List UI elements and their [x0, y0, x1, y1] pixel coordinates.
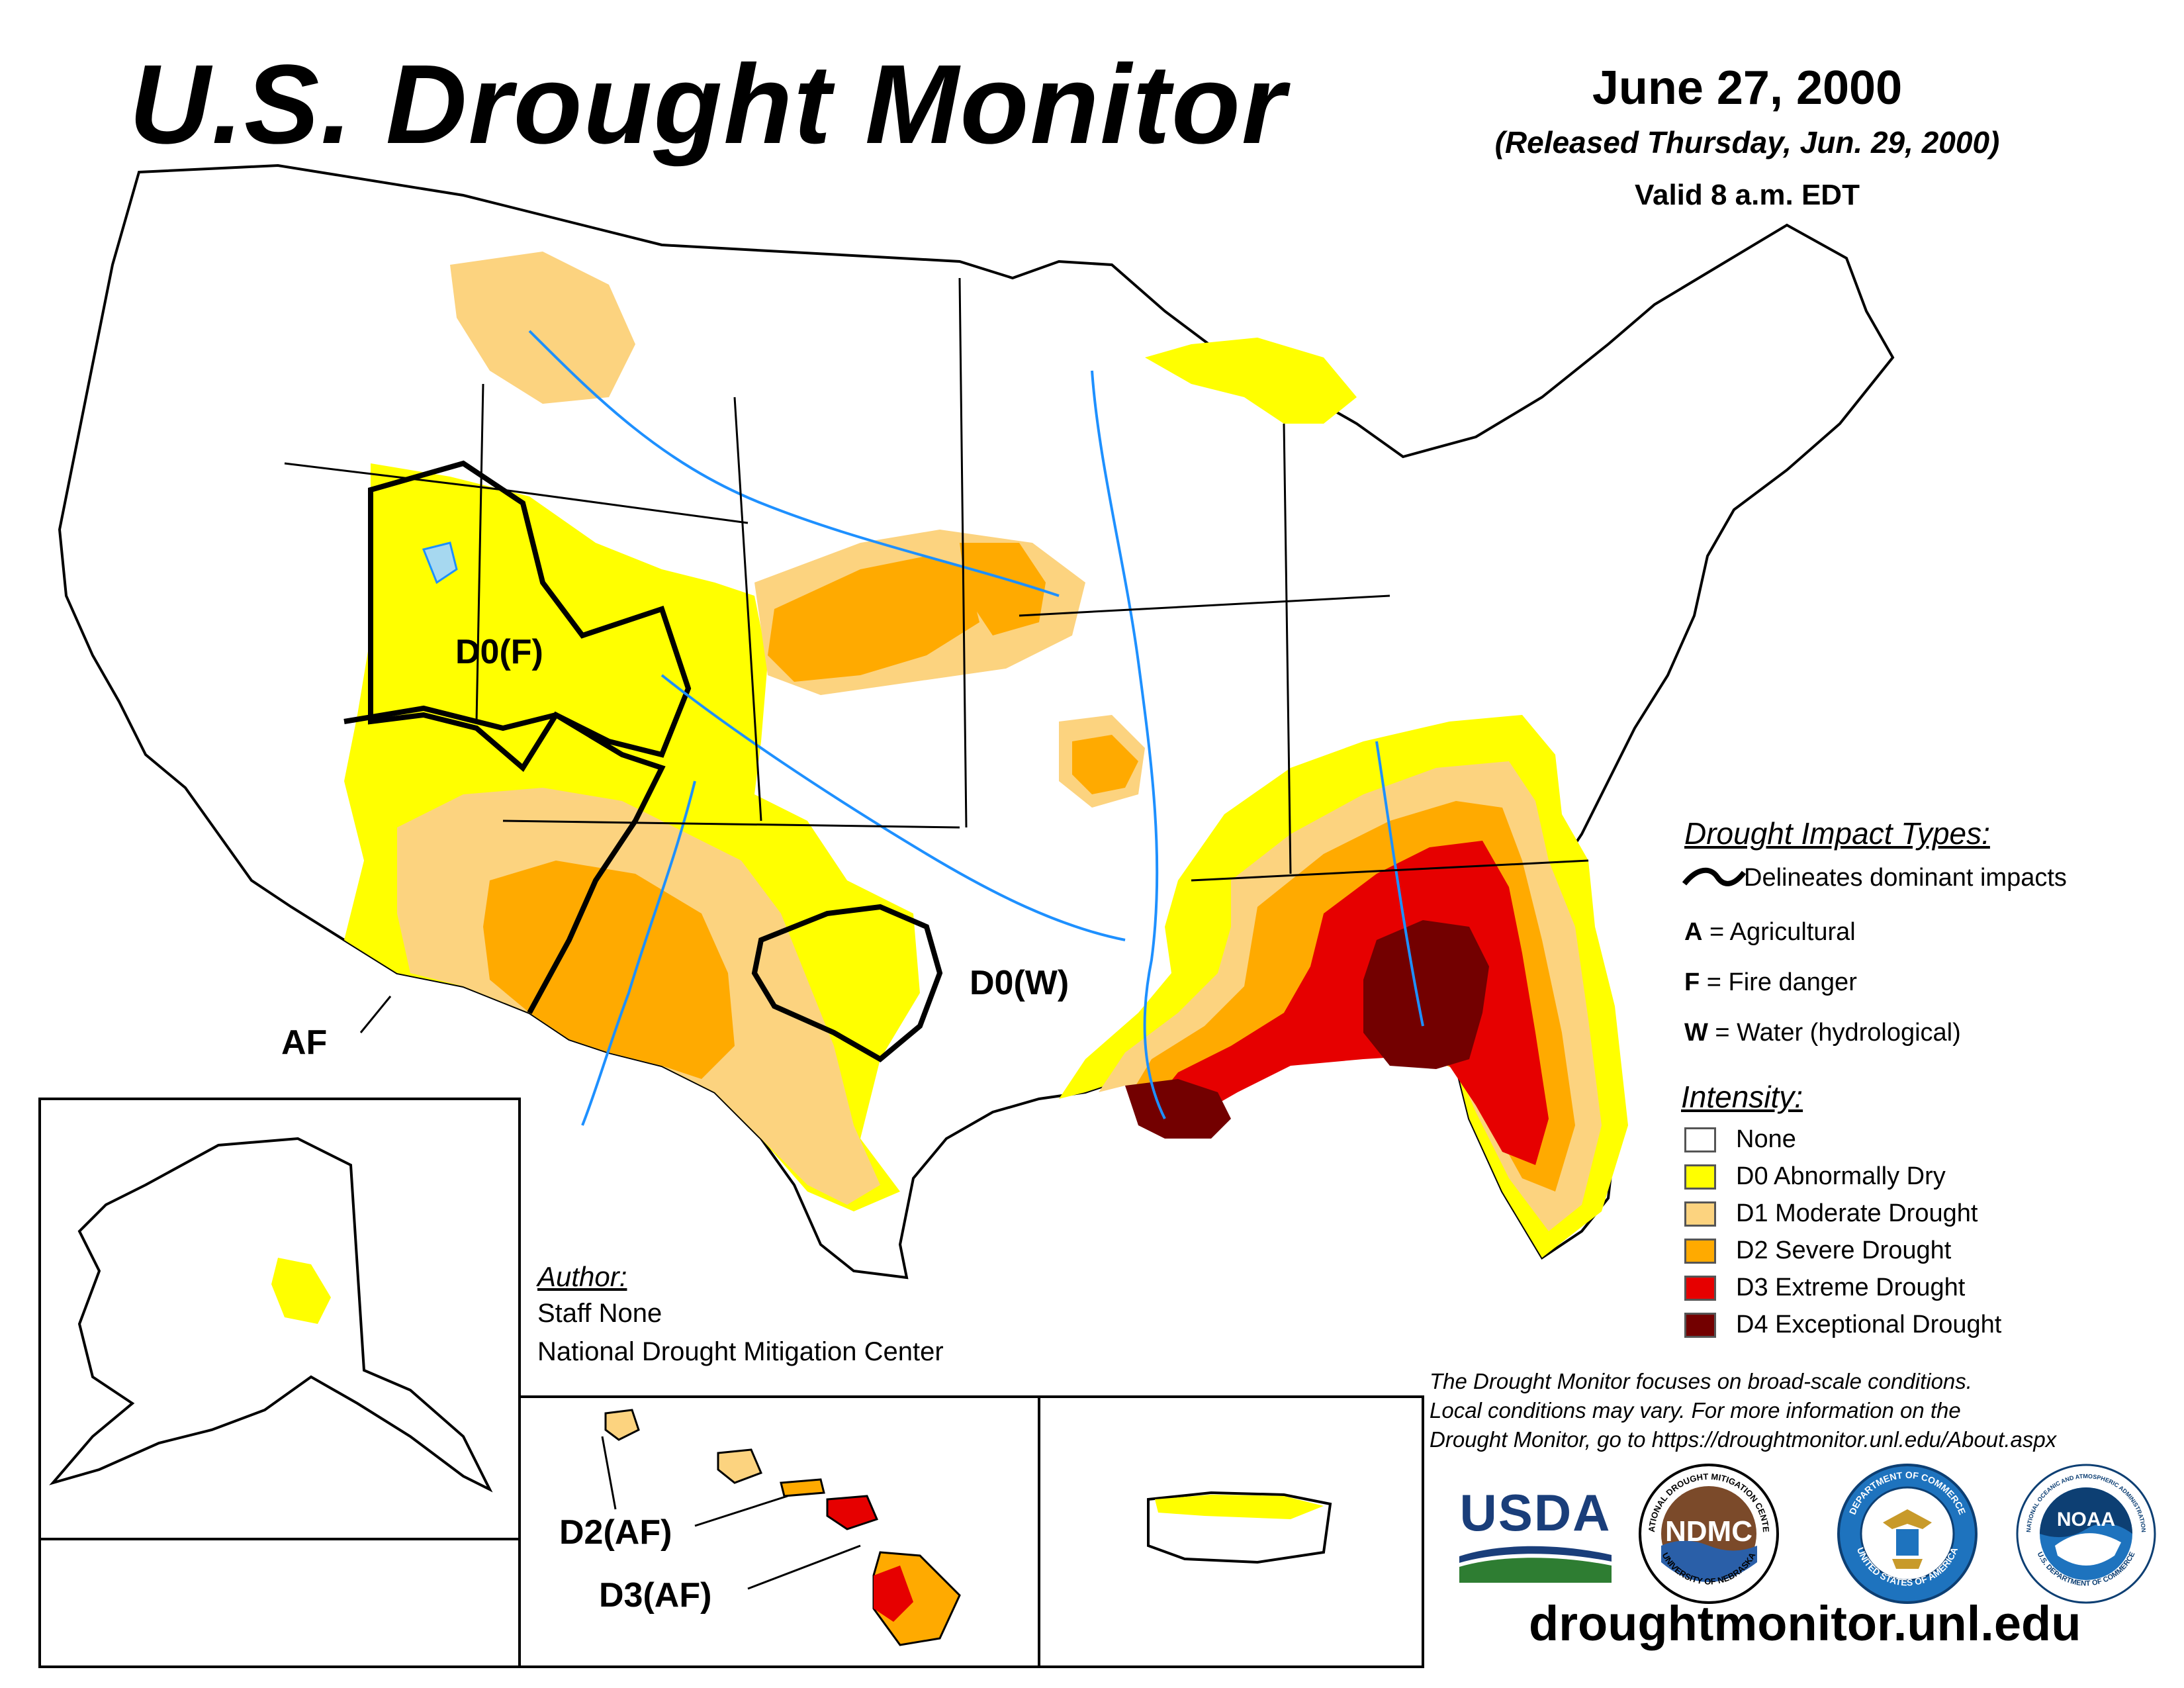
label-hawaii-d3: D3(AF) [599, 1576, 712, 1615]
ndmc-logo[interactable]: NATIONAL DROUGHT MITIGATION CENTER UNIVE… [1635, 1455, 1780, 1605]
ndmc-logo-text: NDMC [1665, 1515, 1752, 1548]
impact-item-a: A = Agricultural [1684, 918, 1856, 947]
noaa-seal: NATIONAL OCEANIC AND ATMOSPHERIC ADMINIS… [2016, 1464, 2156, 1604]
intensity-item-d2: D2 Severe Drought [1684, 1237, 1951, 1265]
impact-item-w: W = Water (hydrological) [1684, 1019, 1961, 1047]
impact-line-fire [368, 460, 692, 773]
hawaii-molokai [780, 1478, 825, 1497]
d2-iowa [960, 543, 1046, 635]
intensity-label: D4 Exceptional Drought [1736, 1311, 2002, 1338]
site-url[interactable]: droughtmonitor.unl.edu [1529, 1596, 2081, 1651]
d3-southeast [1152, 841, 1549, 1165]
leader-d3 [747, 1544, 861, 1590]
rivers [528, 330, 1424, 1126]
impact-item-f: F = Fire danger [1684, 968, 1857, 997]
intensity-label: None [1736, 1125, 1796, 1153]
impact-legend-title: Drought Impact Types: [1684, 816, 1990, 851]
impact-desc: = Water (hydrological) [1707, 1019, 1961, 1047]
intensity-item-d4: D4 Exceptional Drought [1684, 1311, 2001, 1339]
intensity-item-none: None [1684, 1125, 1796, 1154]
valid-time: Valid 8 a.m. EDT [1635, 179, 1860, 211]
author-heading: Author: [537, 1261, 627, 1292]
alaska-d0 [271, 1258, 331, 1324]
disclaimer: The Drought Monitor focuses on broad-sca… [1430, 1367, 2164, 1454]
author-name: Staff None [537, 1299, 662, 1328]
usda-logo[interactable]: USDA [1459, 1483, 1612, 1583]
disclaimer-line: The Drought Monitor focuses on broad-sca… [1430, 1369, 1972, 1393]
alaska-shape [49, 1137, 493, 1493]
label-d0-fire: D0(F) [455, 633, 543, 671]
commerce-seal: DEPARTMENT OF COMMERCE UNITED STATES OF … [1837, 1464, 1978, 1604]
hawaii-big-island-d3 [874, 1566, 913, 1622]
impact-line-water [751, 904, 943, 1062]
intensity-swatch [1684, 1238, 1716, 1264]
commerce-logo[interactable]: DEPARTMENT OF COMMERCE UNITED STATES OF … [1837, 1463, 1979, 1605]
leader-af [359, 996, 392, 1033]
inset-hawaii [518, 1395, 1040, 1668]
impact-line-sample [1682, 867, 1747, 886]
usda-logo-swoosh [1459, 1546, 1612, 1583]
intensity-label: D0 Abnormally Dry [1736, 1162, 1946, 1190]
d2-plains [768, 556, 979, 682]
hawaii-oahu [717, 1448, 762, 1484]
noaa-logo[interactable]: NATIONAL OCEANIC AND ATMOSPHERIC ADMINIS… [2015, 1463, 2158, 1605]
ndmc-seal: NATIONAL DROUGHT MITIGATION CENTER UNIVE… [1635, 1455, 1779, 1604]
d4-louisiana [1125, 1079, 1231, 1139]
page-title: U.S. Drought Monitor [129, 42, 1287, 167]
intensity-swatch [1684, 1275, 1716, 1301]
intensity-item-d1: D1 Moderate Drought [1684, 1199, 1978, 1228]
intensity-swatch [1684, 1164, 1716, 1190]
state-lines [284, 277, 1589, 882]
impact-desc: = Agricultural [1702, 918, 1856, 946]
intensity-label: D1 Moderate Drought [1736, 1199, 1978, 1227]
d2-southwest [483, 861, 735, 1079]
label-af: AF [281, 1023, 328, 1062]
usda-logo-text: USDA [1459, 1483, 1612, 1542]
label-hawaii-d2: D2(AF) [559, 1513, 672, 1552]
intensity-item-d3: D3 Extreme Drought [1684, 1274, 1965, 1302]
intensity-swatch [1684, 1201, 1716, 1227]
intensity-swatch [1684, 1127, 1716, 1152]
release-date: (Released Thursday, Jun. 29, 2000) [1494, 125, 2000, 160]
eagle-icon [1883, 1509, 1932, 1529]
impact-code: A [1684, 918, 1703, 946]
impact-code: F [1684, 968, 1700, 996]
d1-montana [450, 252, 635, 404]
intensity-legend-title: Intensity: [1681, 1080, 1803, 1114]
impact-line-desc: Delineates dominant impacts [1744, 864, 2067, 892]
disclaimer-line[interactable]: Drought Monitor, go to https://droughtmo… [1430, 1427, 2057, 1452]
map-date: June 27, 2000 [1592, 62, 1903, 115]
intensity-label: D2 Severe Drought [1736, 1237, 1952, 1264]
water-great-salt-lake [422, 541, 458, 585]
leader-d2 [694, 1495, 788, 1527]
impact-desc: = Fire danger [1700, 968, 1857, 996]
intensity-item-d0: D0 Abnormally Dry [1684, 1162, 1946, 1191]
intensity-swatch [1684, 1312, 1716, 1338]
d0-michigan [1145, 338, 1357, 424]
intensity-label: D3 Extreme Drought [1736, 1274, 1966, 1301]
d2-missouri [1072, 735, 1138, 794]
noaa-logo-text: NOAA [2057, 1509, 2115, 1530]
hawaii-maui [826, 1495, 879, 1530]
hawaii-kauai [604, 1409, 640, 1441]
impact-code: W [1684, 1019, 1708, 1047]
d4-southeast [1363, 920, 1489, 1069]
label-d0-water: D0(W) [970, 964, 1069, 1002]
leader-d2-kauai [601, 1436, 617, 1510]
impact-line-af [343, 705, 666, 1014]
disclaimer-line: Local conditions may vary. For more info… [1430, 1398, 1961, 1423]
author-org: National Drought Mitigation Center [537, 1337, 944, 1366]
puerto-rico-d0 [1155, 1495, 1324, 1519]
